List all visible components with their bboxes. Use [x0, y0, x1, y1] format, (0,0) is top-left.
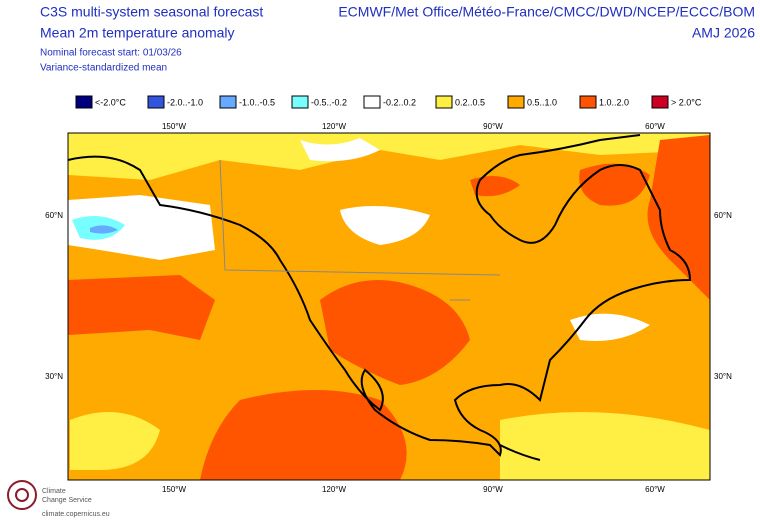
org-name: Change Service	[42, 497, 92, 504]
legend-swatch	[435, 95, 453, 109]
lat-label: 30°N	[45, 372, 63, 381]
subtitle: Variance-standardized mean	[40, 63, 167, 74]
map-frame	[67, 132, 711, 481]
anomaly-area	[579, 163, 650, 206]
org-name: Climate	[42, 488, 66, 495]
legend-label: <-2.0°C	[95, 97, 126, 107]
legend-swatch	[363, 95, 381, 109]
anomaly-area	[68, 275, 215, 340]
legend-swatch	[147, 95, 165, 109]
legend-label: 0.2..0.5	[455, 97, 485, 107]
period: AMJ 2026	[692, 25, 755, 41]
legend-label: -1.0..-0.5	[239, 97, 275, 107]
legend-label: 1.0..2.0	[599, 97, 629, 107]
logo-icon	[7, 480, 37, 510]
title: Mean 2m temperature anomaly	[40, 25, 235, 41]
lon-label: 60°W	[645, 485, 665, 494]
legend-label: > 2.0°C	[671, 97, 702, 107]
lon-label: 90°W	[483, 485, 503, 494]
map	[67, 132, 711, 481]
anomaly-area	[68, 133, 710, 180]
lon-label: 120°W	[322, 122, 347, 131]
anomaly-area	[470, 176, 520, 197]
lat-label: 60°N	[714, 211, 732, 220]
lat-label: 60°N	[45, 211, 63, 220]
coastline	[68, 134, 692, 461]
legend-swatch	[291, 95, 309, 109]
legend-swatch	[219, 95, 237, 109]
anomaly-area	[68, 195, 215, 260]
legend: <-2.0°C -2.0..-1.0 -1.0..-0.5 -0.5..-0.2 -0.…	[75, 95, 702, 109]
anomaly-area	[340, 206, 430, 245]
logo: Climate Change Service climate.copernicu…	[7, 480, 110, 518]
anomaly-area	[90, 225, 118, 234]
anomaly-area	[320, 280, 470, 385]
legend-swatch	[75, 95, 93, 109]
title: C3S multi-system seasonal forecast	[40, 4, 263, 20]
lon-label: 90°W	[483, 122, 503, 131]
legend-label: -0.5..-0.2	[311, 97, 347, 107]
logo-icon	[15, 488, 29, 502]
legend-swatch	[579, 95, 597, 109]
legend-label: -2.0..-1.0	[167, 97, 203, 107]
legend-swatch	[651, 95, 669, 109]
anomaly-area	[647, 135, 710, 300]
url: climate.copernicus.eu	[42, 511, 110, 518]
lat-label: 30°N	[714, 372, 732, 381]
legend-label: -0.2..0.2	[383, 97, 416, 107]
legend-swatch	[507, 95, 525, 109]
lon-label: 120°W	[322, 485, 347, 494]
anomaly-area	[70, 412, 160, 470]
legend-label: 0.5..1.0	[527, 97, 557, 107]
anomaly-area	[200, 390, 407, 480]
lon-label: 150°W	[162, 122, 187, 131]
lon-label: 60°W	[645, 122, 665, 131]
lon-label: 150°W	[162, 485, 187, 494]
anomaly-area	[300, 138, 380, 162]
subtitle: Nominal forecast start: 01/03/26	[40, 48, 182, 59]
anomaly-area	[570, 313, 650, 341]
models: ECMWF/Met Office/Météo-France/CMCC/DWD/N…	[338, 4, 755, 20]
anomaly-area	[500, 412, 710, 480]
border	[219, 159, 501, 301]
